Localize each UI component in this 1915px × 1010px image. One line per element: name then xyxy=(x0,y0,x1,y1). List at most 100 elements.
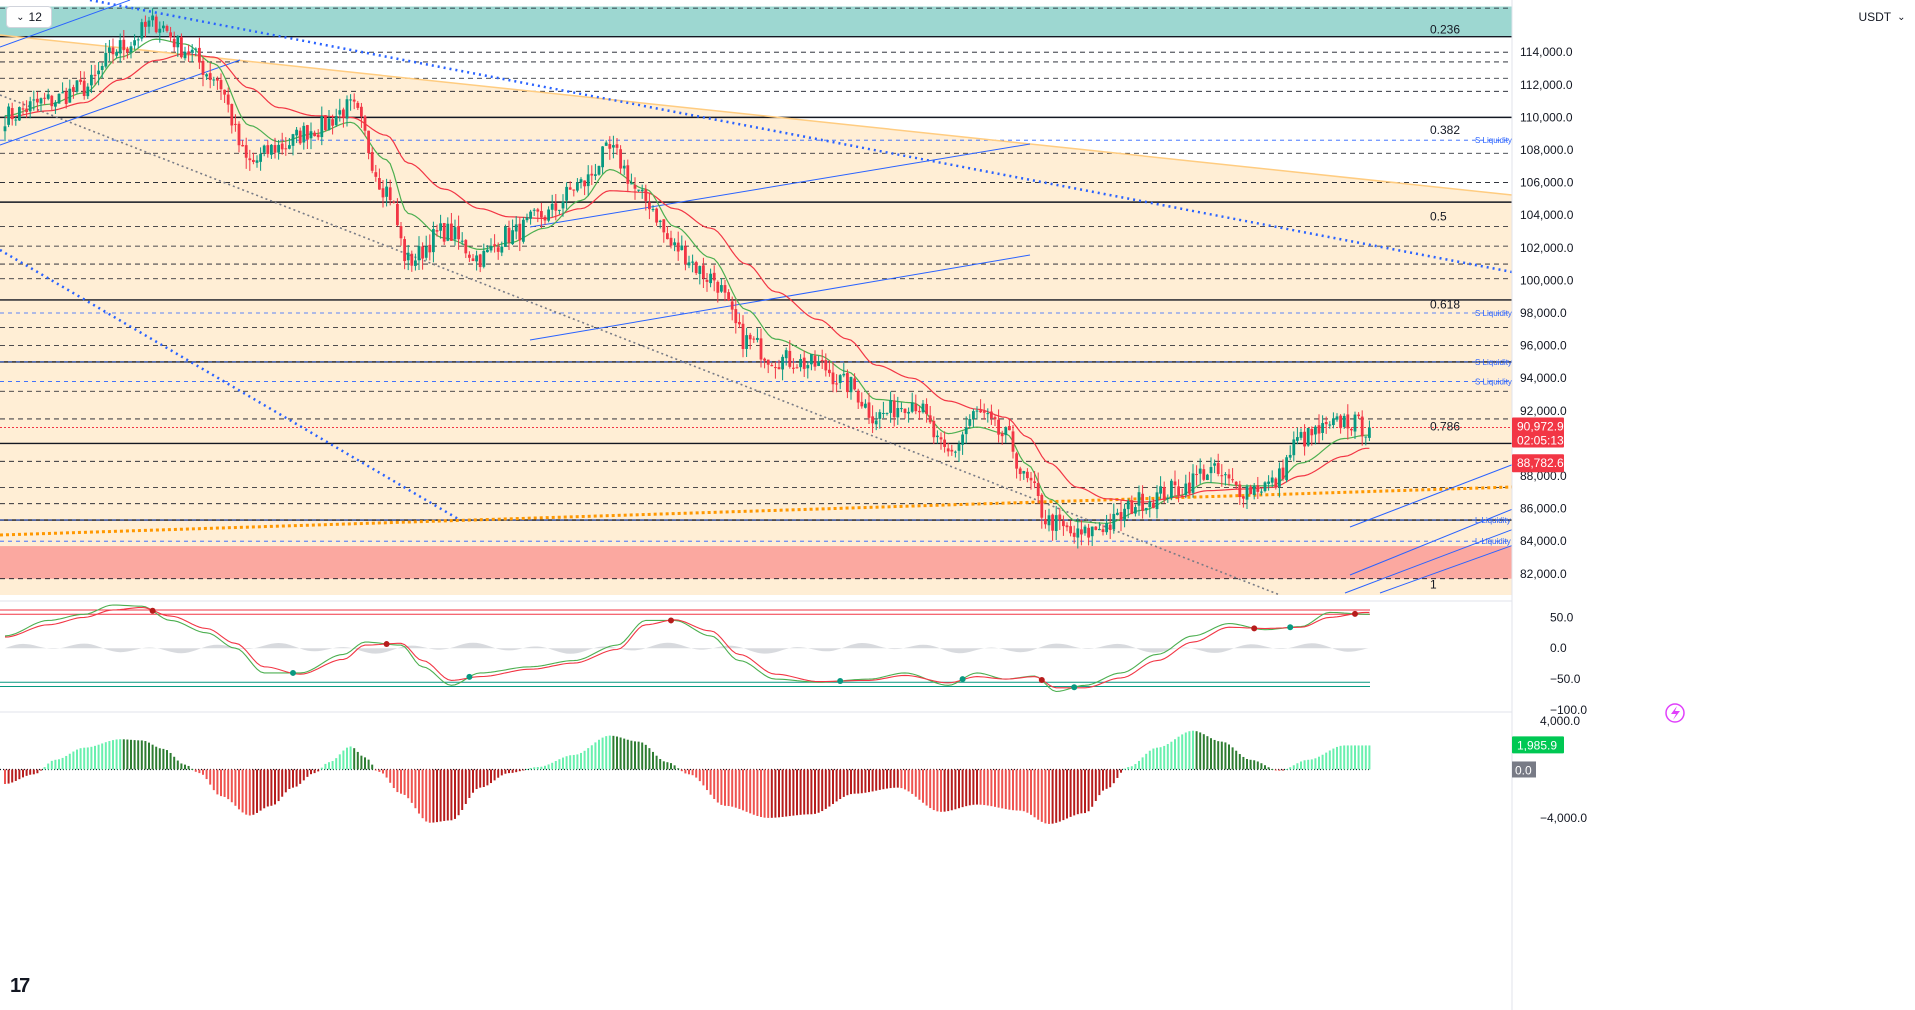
histogram-bar[interactable] xyxy=(688,769,690,775)
histogram-bar[interactable] xyxy=(198,769,201,774)
candle-body[interactable] xyxy=(1011,431,1015,452)
histogram-bar[interactable] xyxy=(853,769,856,794)
candle-body[interactable] xyxy=(820,359,824,361)
histogram-bar[interactable] xyxy=(133,740,136,770)
histogram-bar[interactable] xyxy=(79,748,82,770)
candle-body[interactable] xyxy=(234,123,237,125)
histogram-bar[interactable] xyxy=(662,761,665,770)
candle-body[interactable] xyxy=(414,260,417,266)
histogram-bar[interactable] xyxy=(1170,741,1173,770)
histogram-bar[interactable] xyxy=(1130,766,1133,770)
candle-body[interactable] xyxy=(1278,468,1281,487)
candle-body[interactable] xyxy=(230,104,234,126)
candle-body[interactable] xyxy=(878,412,882,419)
candle-body[interactable] xyxy=(615,144,619,148)
histogram-bar[interactable] xyxy=(587,748,590,770)
candle-body[interactable] xyxy=(1123,508,1126,521)
histogram-bar[interactable] xyxy=(90,746,93,770)
candle-body[interactable] xyxy=(507,227,511,243)
candle-body[interactable] xyxy=(1119,512,1123,520)
cross-dot[interactable] xyxy=(1287,624,1294,631)
histogram-bar[interactable] xyxy=(778,769,780,818)
histogram-bar[interactable] xyxy=(1368,745,1371,770)
histogram-bar[interactable] xyxy=(4,769,6,784)
histogram-bar[interactable] xyxy=(518,769,521,772)
histogram-bar[interactable] xyxy=(1145,753,1148,770)
candle-body[interactable] xyxy=(518,223,522,241)
candle-body[interactable] xyxy=(1260,491,1263,493)
candle-body[interactable] xyxy=(169,32,172,38)
histogram-bar[interactable] xyxy=(446,769,449,821)
histogram-bar[interactable] xyxy=(983,769,986,806)
candle-body[interactable] xyxy=(64,91,68,105)
candle-body[interactable] xyxy=(774,367,777,369)
histogram-bar[interactable] xyxy=(533,767,536,770)
histogram-bar[interactable] xyxy=(958,769,960,809)
candle-body[interactable] xyxy=(1234,481,1238,486)
histogram-bar[interactable] xyxy=(1076,769,1079,815)
histogram-bar[interactable] xyxy=(86,747,89,770)
candle-body[interactable] xyxy=(406,252,410,261)
histogram-bar[interactable] xyxy=(684,769,687,774)
candle-body[interactable] xyxy=(943,439,946,447)
candle-body[interactable] xyxy=(1202,469,1206,480)
histogram-bar[interactable] xyxy=(1123,768,1126,770)
histogram-bar[interactable] xyxy=(25,769,28,776)
histogram-bar[interactable] xyxy=(1224,742,1227,770)
histogram-bar[interactable] xyxy=(1264,765,1266,770)
histogram-bar[interactable] xyxy=(536,767,539,770)
histogram-bar[interactable] xyxy=(281,769,284,797)
histogram-bar[interactable] xyxy=(266,769,269,807)
histogram-bar[interactable] xyxy=(634,741,636,770)
histogram-bar[interactable] xyxy=(619,737,622,770)
candle-body[interactable] xyxy=(302,125,306,143)
candle-body[interactable] xyxy=(1170,480,1173,498)
candle-body[interactable] xyxy=(831,372,835,385)
histogram-bar[interactable] xyxy=(1094,769,1097,801)
candle-body[interactable] xyxy=(565,186,568,201)
histogram-bar[interactable] xyxy=(882,769,885,790)
histogram-bar[interactable] xyxy=(925,769,928,806)
candle-body[interactable] xyxy=(1252,485,1256,495)
candle-body[interactable] xyxy=(536,209,540,212)
histogram-bar[interactable] xyxy=(641,742,644,770)
histogram-bar[interactable] xyxy=(104,742,107,770)
candle-body[interactable] xyxy=(720,285,723,292)
histogram-bar[interactable] xyxy=(968,769,971,806)
histogram-bar[interactable] xyxy=(1174,739,1176,770)
candle-body[interactable] xyxy=(471,258,475,262)
candle-body[interactable] xyxy=(540,211,543,218)
histogram-bar[interactable] xyxy=(738,769,741,809)
candle-body[interactable] xyxy=(1285,457,1288,481)
candle-body[interactable] xyxy=(705,279,709,282)
candle-body[interactable] xyxy=(637,189,640,191)
candle-body[interactable] xyxy=(910,402,914,412)
candle-body[interactable] xyxy=(1364,436,1368,438)
candle-body[interactable] xyxy=(1155,492,1159,510)
histogram-bar[interactable] xyxy=(1116,769,1119,778)
candle-body[interactable] xyxy=(288,145,291,149)
histogram-bar[interactable] xyxy=(475,769,478,790)
histogram-bar[interactable] xyxy=(248,769,251,816)
histogram-bar[interactable] xyxy=(151,744,154,770)
candle-body[interactable] xyxy=(1350,428,1353,431)
candle-body[interactable] xyxy=(1324,421,1328,425)
candle-body[interactable] xyxy=(1130,500,1134,514)
histogram-bar[interactable] xyxy=(1008,769,1011,810)
histogram-bar[interactable] xyxy=(997,769,1000,808)
candle-body[interactable] xyxy=(367,130,370,154)
candle-body[interactable] xyxy=(630,183,633,185)
candle-body[interactable] xyxy=(590,173,594,176)
histogram-bar[interactable] xyxy=(871,769,874,792)
candle-body[interactable] xyxy=(486,249,489,253)
histogram-bar[interactable] xyxy=(43,767,46,770)
histogram-bar[interactable] xyxy=(1163,745,1166,770)
histogram-bar[interactable] xyxy=(1084,769,1086,814)
histogram-bar[interactable] xyxy=(1105,769,1108,789)
histogram-bar[interactable] xyxy=(1242,756,1245,770)
histogram-bar[interactable] xyxy=(1156,747,1158,770)
histogram-bar[interactable] xyxy=(259,769,262,811)
candle-body[interactable] xyxy=(748,334,752,340)
histogram-bar[interactable] xyxy=(580,752,582,770)
histogram-bar[interactable] xyxy=(695,769,698,778)
